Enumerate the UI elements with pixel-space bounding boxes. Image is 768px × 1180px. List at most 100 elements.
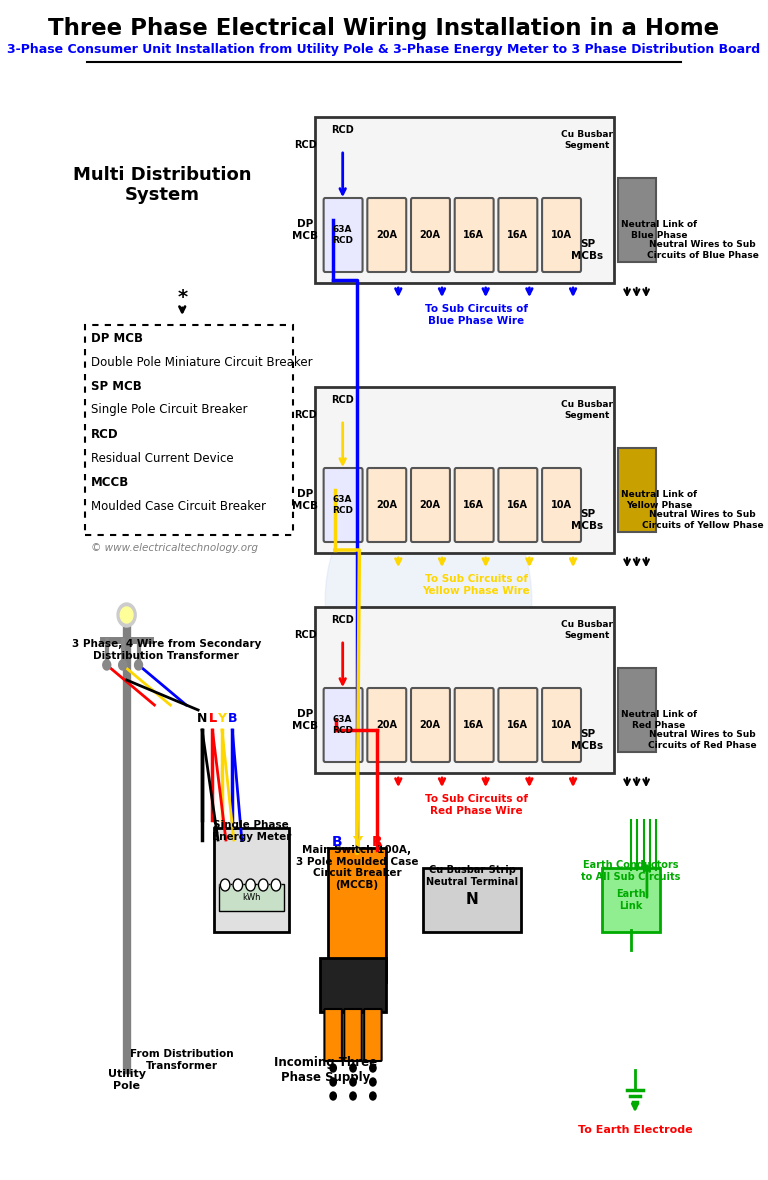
Text: 3-Phase Consumer Unit Installation from Utility Pole & 3-Phase Energy Meter to 3: 3-Phase Consumer Unit Installation from …: [8, 44, 760, 57]
Text: Neutral Wires to Sub
Circuits of Yellow Phase: Neutral Wires to Sub Circuits of Yellow …: [642, 510, 763, 530]
Text: N: N: [466, 892, 478, 907]
Circle shape: [259, 879, 268, 891]
Text: Y: Y: [217, 712, 227, 725]
Circle shape: [330, 1064, 336, 1071]
FancyBboxPatch shape: [542, 198, 581, 273]
FancyBboxPatch shape: [455, 198, 494, 273]
Text: Earth Conductors
to All Sub Circuits: Earth Conductors to All Sub Circuits: [581, 860, 680, 881]
Circle shape: [134, 660, 143, 670]
FancyBboxPatch shape: [367, 468, 406, 542]
Text: 20A: 20A: [419, 500, 441, 510]
Circle shape: [350, 1079, 356, 1086]
Text: 63A
RCD: 63A RCD: [333, 496, 353, 514]
Text: 20A: 20A: [376, 720, 397, 730]
Text: SP
MCBs: SP MCBs: [571, 729, 604, 750]
Text: From Distribution
Transformer: From Distribution Transformer: [131, 1049, 234, 1070]
Circle shape: [325, 470, 531, 730]
Text: 20A: 20A: [419, 720, 441, 730]
Text: Incoming Three
Phase Supply: Incoming Three Phase Supply: [273, 1056, 377, 1084]
Text: Neutral Link of
Red Phase: Neutral Link of Red Phase: [621, 710, 697, 729]
FancyBboxPatch shape: [323, 688, 362, 762]
FancyBboxPatch shape: [367, 198, 406, 273]
FancyBboxPatch shape: [542, 688, 581, 762]
Text: To Earth Electrode: To Earth Electrode: [578, 1125, 692, 1135]
FancyBboxPatch shape: [411, 198, 450, 273]
Text: Neutral Link of
Yellow Phase: Neutral Link of Yellow Phase: [621, 491, 697, 510]
Text: © www.electricaltechnology.org: © www.electricaltechnology.org: [91, 543, 258, 553]
Text: Neutral Wires to Sub
Circuits of Blue Phase: Neutral Wires to Sub Circuits of Blue Ph…: [647, 241, 759, 260]
Text: Cu Busbar
Segment: Cu Busbar Segment: [561, 130, 614, 150]
FancyBboxPatch shape: [367, 688, 406, 762]
Text: MCCB: MCCB: [91, 476, 129, 489]
FancyBboxPatch shape: [315, 607, 614, 773]
Text: 16A: 16A: [507, 500, 528, 510]
Circle shape: [233, 879, 243, 891]
Text: To Sub Circuits of
Yellow Phase Wire: To Sub Circuits of Yellow Phase Wire: [422, 575, 530, 596]
FancyBboxPatch shape: [455, 688, 494, 762]
FancyBboxPatch shape: [324, 1009, 342, 1061]
Circle shape: [369, 1092, 376, 1100]
Text: 10A: 10A: [551, 230, 571, 240]
Circle shape: [330, 1092, 336, 1100]
Text: To Sub Circuits of
Red Phase Wire: To Sub Circuits of Red Phase Wire: [425, 794, 528, 815]
Text: 20A: 20A: [376, 230, 397, 240]
Text: RCD: RCD: [331, 125, 354, 135]
Text: Cu Busbar
Segment: Cu Busbar Segment: [561, 621, 614, 640]
Text: 16A: 16A: [463, 720, 485, 730]
FancyBboxPatch shape: [323, 198, 362, 273]
Text: SP
MCBs: SP MCBs: [571, 510, 604, 531]
Text: kWh: kWh: [242, 893, 260, 903]
FancyBboxPatch shape: [601, 868, 660, 932]
Text: Neutral Wires to Sub
Circuits of Red Phase: Neutral Wires to Sub Circuits of Red Pha…: [648, 730, 756, 749]
Text: RCD: RCD: [294, 630, 316, 640]
Text: SP MCB: SP MCB: [91, 380, 141, 393]
FancyBboxPatch shape: [411, 468, 450, 542]
Text: 63A
RCD: 63A RCD: [333, 225, 353, 244]
Text: Single Pole Circuit Breaker: Single Pole Circuit Breaker: [91, 404, 247, 417]
Circle shape: [369, 1079, 376, 1086]
FancyBboxPatch shape: [498, 688, 538, 762]
FancyBboxPatch shape: [319, 958, 386, 1012]
Text: RCD: RCD: [91, 427, 118, 440]
Text: Utility
Pole: Utility Pole: [108, 1069, 146, 1090]
Text: Neutral Link of
Blue Phase: Neutral Link of Blue Phase: [621, 221, 697, 240]
Circle shape: [369, 1064, 376, 1071]
Text: RCD: RCD: [294, 409, 316, 420]
Circle shape: [350, 1064, 356, 1071]
FancyBboxPatch shape: [617, 668, 657, 752]
Text: DP MCB: DP MCB: [91, 332, 143, 345]
Circle shape: [271, 879, 281, 891]
Text: Y: Y: [352, 835, 362, 848]
Text: Main Switch 100A,
3 Pole Moulded Case
Circuit Breaker
(MCCB): Main Switch 100A, 3 Pole Moulded Case Ci…: [296, 845, 419, 890]
Text: 16A: 16A: [507, 720, 528, 730]
FancyBboxPatch shape: [542, 468, 581, 542]
FancyBboxPatch shape: [498, 198, 538, 273]
Circle shape: [350, 1092, 356, 1100]
Text: Double Pole Miniature Circuit Breaker: Double Pole Miniature Circuit Breaker: [91, 355, 313, 368]
FancyBboxPatch shape: [617, 448, 657, 532]
Circle shape: [121, 607, 133, 623]
Text: Residual Current Device: Residual Current Device: [91, 452, 233, 465]
FancyBboxPatch shape: [328, 848, 386, 982]
FancyBboxPatch shape: [498, 468, 538, 542]
FancyBboxPatch shape: [423, 868, 521, 932]
Text: Multi Distribution
System: Multi Distribution System: [73, 165, 252, 204]
FancyBboxPatch shape: [344, 1009, 362, 1061]
FancyBboxPatch shape: [364, 1009, 382, 1061]
Text: Three Phase Electrical Wiring Installation in a Home: Three Phase Electrical Wiring Installati…: [48, 17, 720, 39]
Text: 16A: 16A: [463, 230, 485, 240]
Text: 63A
RCD: 63A RCD: [333, 715, 353, 735]
Text: To Sub Circuits of
Blue Phase Wire: To Sub Circuits of Blue Phase Wire: [425, 304, 528, 326]
Text: N: N: [197, 712, 207, 725]
Circle shape: [117, 603, 136, 627]
FancyBboxPatch shape: [323, 468, 362, 542]
FancyBboxPatch shape: [617, 178, 657, 262]
Text: R: R: [372, 835, 382, 848]
Text: Moulded Case Circuit Breaker: Moulded Case Circuit Breaker: [91, 499, 266, 512]
Circle shape: [246, 879, 255, 891]
Text: Cu Busbar Strip
Neutral Terminal: Cu Busbar Strip Neutral Terminal: [426, 865, 518, 886]
FancyBboxPatch shape: [85, 324, 293, 535]
Circle shape: [330, 1079, 336, 1086]
Text: Earth
Link: Earth Link: [616, 890, 646, 911]
Text: 20A: 20A: [376, 500, 397, 510]
